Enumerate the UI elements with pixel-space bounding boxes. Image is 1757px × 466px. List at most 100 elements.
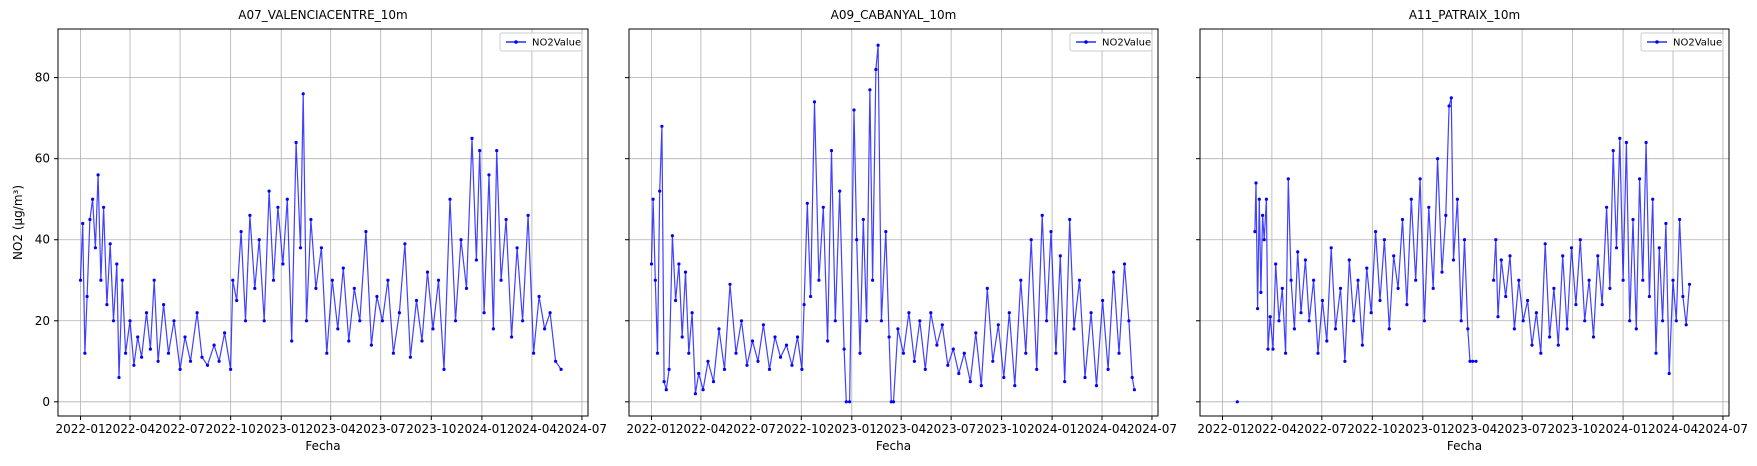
data-point xyxy=(1409,197,1413,201)
data-point xyxy=(1512,327,1516,331)
data-point xyxy=(93,246,97,250)
data-point xyxy=(239,230,243,234)
x-tick-label: 2023-07 xyxy=(1497,422,1547,436)
data-point xyxy=(658,189,662,193)
data-point xyxy=(1396,286,1400,290)
data-point xyxy=(83,351,87,355)
data-point xyxy=(1667,371,1671,376)
data-point xyxy=(1427,205,1431,209)
data-point xyxy=(510,335,514,339)
data-point xyxy=(325,351,329,355)
x-tick-label: 2022-07 xyxy=(726,422,776,436)
data-point xyxy=(1471,359,1475,363)
data-point xyxy=(1552,286,1556,290)
data-point xyxy=(111,319,116,323)
data-point xyxy=(1352,319,1356,323)
data-point xyxy=(1083,375,1087,380)
data-point xyxy=(1418,177,1422,181)
y-tick-label: 60 xyxy=(35,152,50,166)
data-point xyxy=(431,327,435,331)
x-tick-label: 2022-04 xyxy=(676,422,726,436)
data-point xyxy=(336,327,340,331)
data-point xyxy=(1338,286,1343,290)
data-point xyxy=(420,339,424,343)
data-point xyxy=(1268,315,1272,319)
data-point xyxy=(559,367,563,371)
data-point xyxy=(1019,278,1023,282)
data-point xyxy=(521,319,525,323)
data-point xyxy=(1254,181,1258,185)
data-point xyxy=(358,319,362,323)
x-tick-label: 2024-07 xyxy=(1127,422,1177,436)
data-point xyxy=(1684,323,1688,327)
data-point xyxy=(1277,319,1281,323)
data-point xyxy=(285,197,289,201)
data-point xyxy=(1374,230,1378,234)
data-point xyxy=(680,335,684,339)
x-tick-label: 2022-10 xyxy=(206,422,256,436)
data-point xyxy=(442,367,446,371)
x-tick-label: 2024-04 xyxy=(1077,422,1127,436)
data-point xyxy=(105,303,109,307)
data-point xyxy=(364,230,368,234)
data-point xyxy=(526,213,530,217)
data-point xyxy=(690,311,694,315)
data-point xyxy=(195,311,199,315)
x-tick-label: 2023-01 xyxy=(1398,422,1448,436)
data-point xyxy=(805,201,809,205)
data-point xyxy=(1400,217,1405,222)
data-point xyxy=(1644,140,1648,145)
data-point xyxy=(1574,303,1578,307)
data-point xyxy=(314,286,318,290)
data-point xyxy=(267,189,271,193)
data-point xyxy=(1596,254,1600,258)
data-point xyxy=(294,140,298,145)
data-point xyxy=(1257,197,1261,201)
data-point xyxy=(891,400,896,404)
data-point xyxy=(1365,266,1369,270)
data-point xyxy=(865,319,869,323)
data-point xyxy=(1605,205,1609,209)
data-point xyxy=(403,242,407,246)
data-point xyxy=(756,359,760,363)
chart-title: A07_VALENCIACENTRE_10m xyxy=(238,8,407,22)
data-point xyxy=(1638,177,1642,181)
data-point xyxy=(1583,319,1587,323)
data-point xyxy=(687,351,691,355)
data-point xyxy=(701,388,705,392)
data-point xyxy=(1436,157,1440,161)
data-point xyxy=(1333,327,1338,331)
data-point xyxy=(319,246,323,250)
data-point xyxy=(436,278,441,282)
data-point xyxy=(85,294,89,299)
x-tick-label: 2023-10 xyxy=(1548,422,1598,436)
data-point xyxy=(812,100,817,104)
data-point xyxy=(784,343,789,347)
data-point xyxy=(352,286,356,290)
data-point xyxy=(380,319,384,323)
data-point xyxy=(1521,319,1525,323)
data-point xyxy=(281,262,285,266)
data-point xyxy=(341,266,345,270)
data-point xyxy=(951,347,955,351)
x-tick-label: 2023-04 xyxy=(1447,422,1497,436)
data-point xyxy=(212,343,216,347)
legend-box xyxy=(1069,32,1153,52)
data-point xyxy=(1127,319,1131,323)
data-point xyxy=(739,319,744,323)
data-point xyxy=(554,359,558,363)
data-point xyxy=(132,363,136,367)
data-point xyxy=(136,335,140,339)
data-point xyxy=(499,278,503,282)
x-tick-label: 2023-04 xyxy=(876,422,926,436)
data-point xyxy=(1678,217,1682,222)
data-point xyxy=(414,298,419,303)
data-point xyxy=(1077,278,1082,282)
data-point xyxy=(491,327,495,331)
data-point xyxy=(1614,246,1619,250)
data-point xyxy=(1634,327,1638,331)
data-point xyxy=(1492,278,1496,282)
x-tick-label: 2022-01 xyxy=(55,422,105,436)
data-point xyxy=(907,311,911,315)
data-point xyxy=(235,298,239,303)
